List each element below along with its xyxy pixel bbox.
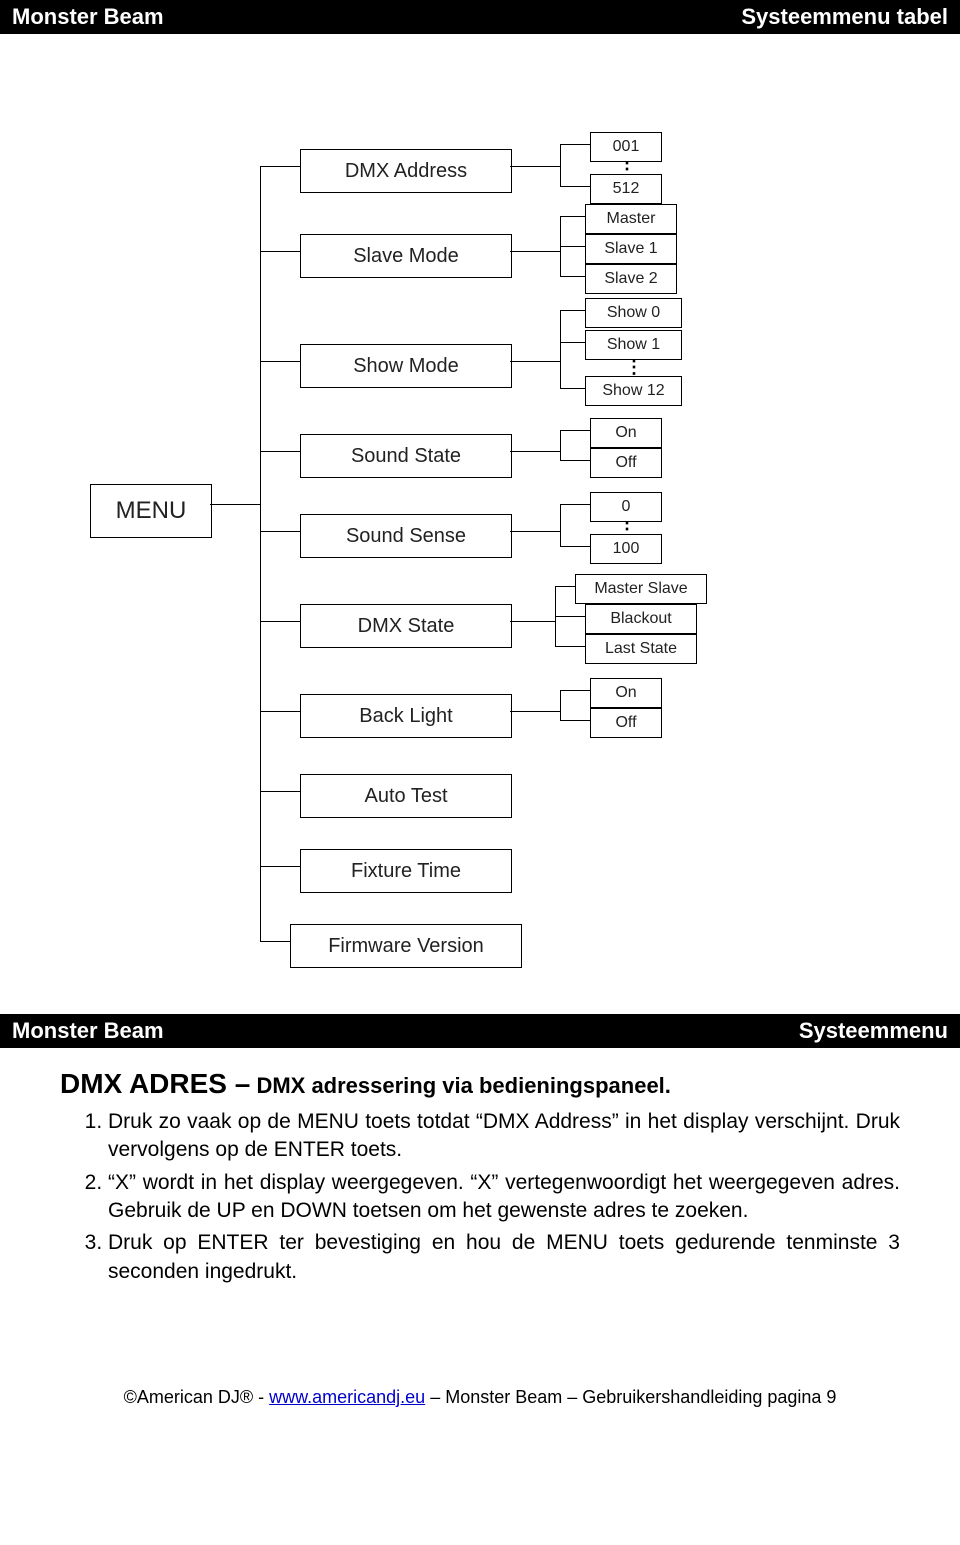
- instruction-list: Druk zo vaak op de MENU toets totdat “DM…: [60, 1108, 900, 1286]
- connector-line: [260, 531, 300, 532]
- connector-line: [560, 504, 590, 505]
- menu-sub-box: Off: [590, 448, 662, 478]
- connector-line: [260, 251, 300, 252]
- section-title-strong: DMX ADRES –: [60, 1068, 250, 1099]
- menu-item-box: DMX Address: [300, 149, 512, 193]
- connector-line: [560, 388, 585, 389]
- connector-line: [560, 216, 585, 217]
- menu-sub-box: On: [590, 678, 662, 708]
- connector-line: [560, 310, 585, 311]
- connector-line: [555, 646, 585, 647]
- menu-sub-box: Show 12: [585, 376, 682, 406]
- connector-line: [560, 144, 590, 145]
- menu-sub-box: On: [590, 418, 662, 448]
- menu-item-box: Fixture Time: [300, 849, 512, 893]
- connector-line: [560, 144, 561, 186]
- menu-sub-box: Master Slave: [575, 574, 707, 604]
- header-bar-2: Monster Beam Systeemmenu: [0, 1014, 960, 1048]
- connector-line: [560, 460, 590, 461]
- connector-line: [560, 342, 585, 343]
- connector-line: [510, 166, 560, 167]
- menu-sub-box: Off: [590, 708, 662, 738]
- connector-line: [260, 361, 300, 362]
- connector-line: [260, 621, 300, 622]
- connector-line: [560, 430, 590, 431]
- header-bar-1: Monster Beam Systeemmenu tabel: [0, 0, 960, 34]
- menu-item-box: Slave Mode: [300, 234, 512, 278]
- menu-root-box: MENU: [90, 484, 212, 538]
- connector-line: [260, 791, 300, 792]
- menu-item-box: Sound State: [300, 434, 512, 478]
- section-title-rest: DMX adressering via bedieningspaneel.: [250, 1073, 671, 1098]
- connector-line: [260, 866, 300, 867]
- menu-sub-box: 001: [590, 132, 662, 162]
- connector-line: [510, 531, 560, 532]
- connector-line: [560, 276, 585, 277]
- connector-line: [560, 690, 561, 720]
- connector-line: [260, 451, 300, 452]
- menu-item-box: Sound Sense: [300, 514, 512, 558]
- connector-line: [560, 246, 585, 247]
- menu-item-box: Auto Test: [300, 774, 512, 818]
- menu-sub-box: 100: [590, 534, 662, 564]
- ellipsis-icon: [618, 526, 636, 532]
- connector-line: [560, 720, 590, 721]
- menu-sub-box: Show 0: [585, 298, 682, 328]
- footer-prefix: ©American DJ® -: [124, 1387, 270, 1407]
- menu-sub-box: Slave 1: [585, 234, 677, 264]
- connector-line: [260, 711, 300, 712]
- connector-line: [560, 430, 561, 460]
- menu-sub-box: 512: [590, 174, 662, 204]
- menu-item-box: Show Mode: [300, 344, 512, 388]
- menu-sub-box: 0: [590, 492, 662, 522]
- header2-right: Systeemmenu: [799, 1018, 948, 1044]
- menu-sub-box: Master: [585, 204, 677, 234]
- connector-line: [510, 251, 560, 252]
- ellipsis-icon: [618, 166, 636, 172]
- dmx-address-section: DMX ADRES – DMX adressering via bedienin…: [0, 1048, 960, 1317]
- connector-line: [560, 546, 590, 547]
- instruction-step: Druk op ENTER ter bevestiging en hou de …: [108, 1229, 900, 1286]
- connector-line: [560, 504, 561, 546]
- page-footer: ©American DJ® - www.americandj.eu – Mons…: [0, 1317, 960, 1428]
- connector-line: [560, 186, 590, 187]
- connector-line: [510, 621, 555, 622]
- footer-link[interactable]: www.americandj.eu: [269, 1387, 425, 1407]
- connector-line: [560, 310, 561, 388]
- connector-line: [210, 504, 260, 505]
- menu-sub-box: Slave 2: [585, 264, 677, 294]
- footer-suffix: – Monster Beam – Gebruikershandleiding p…: [425, 1387, 836, 1407]
- header-right: Systeemmenu tabel: [741, 4, 948, 30]
- connector-line: [260, 941, 290, 942]
- menu-item-box: Back Light: [300, 694, 512, 738]
- connector-line: [555, 616, 585, 617]
- menu-item-box: DMX State: [300, 604, 512, 648]
- header2-left: Monster Beam: [12, 1018, 164, 1044]
- connector-line: [260, 166, 261, 941]
- instruction-step: “X” wordt in het display weergegeven. “X…: [108, 1169, 900, 1226]
- menu-sub-box: Blackout: [585, 604, 697, 634]
- menu-sub-box: Last State: [585, 634, 697, 664]
- instruction-step: Druk zo vaak op de MENU toets totdat “DM…: [108, 1108, 900, 1165]
- connector-line: [560, 690, 590, 691]
- connector-line: [510, 711, 560, 712]
- connector-line: [510, 361, 560, 362]
- menu-item-box: Firmware Version: [290, 924, 522, 968]
- menu-tree-diagram: MENUDMX Address001512Slave ModeMasterSla…: [0, 34, 960, 1014]
- ellipsis-icon: [625, 364, 643, 370]
- connector-line: [555, 586, 575, 587]
- connector-line: [260, 166, 300, 167]
- header-left: Monster Beam: [12, 4, 164, 30]
- menu-sub-box: Show 1: [585, 330, 682, 360]
- connector-line: [510, 451, 560, 452]
- section-heading: DMX ADRES – DMX adressering via bedienin…: [60, 1068, 900, 1100]
